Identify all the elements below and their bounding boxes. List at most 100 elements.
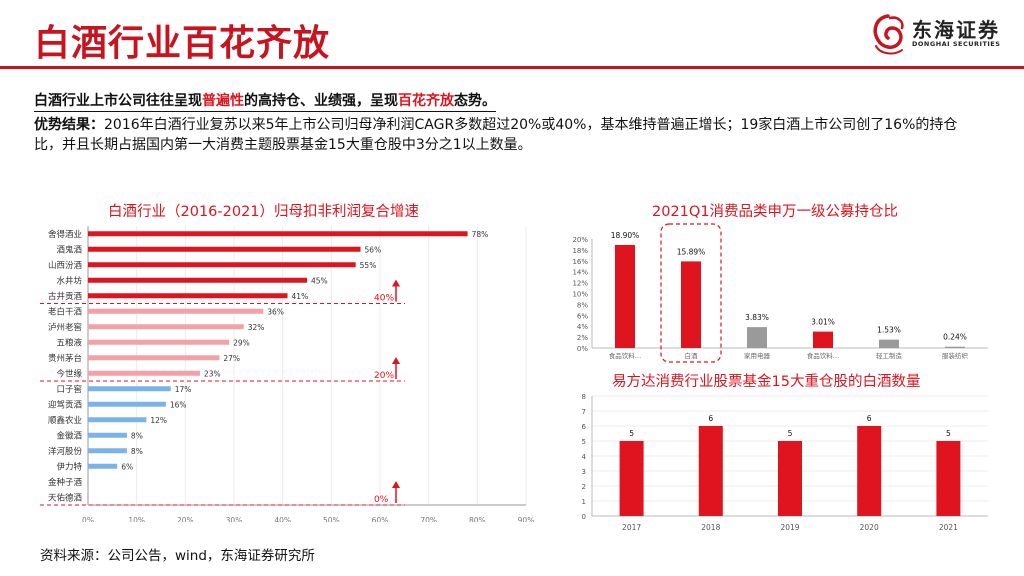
data-label: 1.53%	[877, 326, 901, 335]
y-tick-label: 14%	[572, 269, 588, 277]
bar	[879, 339, 899, 348]
y-tick-label: 18%	[572, 247, 588, 255]
x-tick-label: 20%	[177, 516, 194, 522]
category-label: 老白干酒	[48, 306, 83, 317]
category-label: 水井坊	[56, 275, 82, 286]
data-label: 6%	[121, 462, 133, 471]
bar	[619, 441, 644, 516]
data-label: 6	[867, 414, 872, 423]
y-tick-label: 2	[582, 483, 586, 491]
up-arrow-icon	[392, 481, 400, 488]
holding-ratio-bar-chart: 0% 2% 4% 6% 8% 10% 12% 14% 16% 18% 20% 18.90% 食品饮料… 1…	[572, 223, 988, 363]
up-arrow-icon	[392, 357, 400, 364]
y-tick-label: 6%	[577, 312, 588, 320]
data-label: 17%	[175, 385, 192, 394]
chart2-title: 2021Q1消费品类申万一级公募持仓比	[652, 204, 899, 220]
y-tick-label: 16%	[572, 258, 588, 266]
data-label: 12%	[150, 416, 167, 425]
data-label: 5	[946, 429, 951, 438]
category-label: 顺鑫农业	[48, 415, 82, 426]
up-arrow-icon	[392, 279, 400, 287]
bar	[698, 426, 723, 516]
y-tick-label: 0%	[577, 345, 588, 353]
bar	[936, 441, 961, 516]
data-label: 29%	[233, 338, 250, 347]
highlight-box	[660, 223, 722, 363]
bar	[88, 432, 127, 438]
bar	[88, 231, 468, 237]
bar	[88, 277, 307, 283]
y-tick-label: 10%	[572, 291, 588, 299]
data-label: 45%	[311, 276, 328, 285]
bar	[88, 355, 220, 361]
chart1-title: 白酒行业（2016-2021）归母扣非利润复合增速	[108, 204, 420, 220]
bar	[88, 417, 147, 423]
category-label: 金徽酒	[56, 430, 82, 441]
category-label: 家用电器	[744, 351, 771, 360]
data-label: 0.24%	[943, 333, 967, 342]
x-tick-label: 0%	[82, 516, 94, 522]
category-label: 2018	[701, 523, 720, 532]
bar	[857, 426, 882, 516]
y-tick-label: 5	[582, 438, 586, 446]
data-label: 8%	[131, 447, 143, 456]
x-tick-label: 70%	[420, 516, 437, 522]
bar	[615, 244, 635, 348]
y-tick-label: 8%	[577, 301, 588, 309]
data-label: 15.89%	[677, 247, 706, 256]
y-tick-label: 4	[582, 453, 587, 461]
data-label: 55%	[360, 261, 377, 270]
lead-part-3: 态势。	[454, 93, 496, 109]
bar	[88, 370, 200, 376]
category-label: 五粮液	[56, 337, 82, 348]
data-label: 36%	[267, 307, 284, 316]
chart3-title: 易方达消费行业股票基金15大重仓股的白酒数量	[612, 374, 921, 390]
category-label: 今世缘	[56, 368, 82, 379]
data-label: 78%	[472, 230, 489, 239]
data-label: 23%	[204, 369, 221, 378]
data-label: 5	[629, 429, 634, 438]
category-label: 伊力特	[56, 461, 82, 472]
threshold-label: 0%	[374, 495, 389, 505]
data-label: 16%	[170, 400, 187, 409]
category-label: 轻工制造	[876, 351, 903, 360]
bar	[88, 246, 361, 252]
bar	[88, 386, 171, 392]
category-label: 迎驾贡酒	[48, 399, 83, 410]
data-label: 41%	[292, 292, 309, 301]
y-tick-label: 20%	[572, 236, 588, 244]
lead-part-1: 白酒行业上市公司往往呈现	[34, 93, 202, 109]
lead-highlight-1: 普遍性	[202, 93, 244, 109]
y-tick-label: 8	[582, 393, 586, 401]
growth-rate-bar-chart: 0% 10% 20% 30% 40% 50% 60% 70% 80% 90% 舍得酒业 78% 酒鬼酒 5…	[40, 226, 534, 522]
source-note: 资料来源：公司公告，wind，东海证券研究所	[40, 548, 315, 564]
y-tick-label: 4%	[577, 323, 588, 331]
data-label: 6	[708, 414, 713, 423]
category-label: 古井贡酒	[48, 291, 83, 302]
y-tick-label: 6	[582, 423, 587, 431]
lead-part-2: 的高持仓、业绩强，呈现	[244, 93, 398, 109]
category-label: 2017	[622, 523, 641, 532]
category-label: 泸州老窖	[48, 322, 82, 333]
data-label: 3.83%	[745, 313, 769, 322]
y-tick-label: 2%	[577, 334, 588, 342]
data-label: 32%	[248, 323, 265, 332]
brand-name-en: DONGHAI SECURITIES	[912, 40, 1001, 48]
bar	[747, 327, 767, 348]
data-label: 56%	[365, 245, 382, 254]
x-tick-label: 10%	[128, 516, 145, 522]
category-label: 金种子酒	[48, 477, 83, 488]
bar	[778, 441, 802, 516]
summary-label: 优势结果：	[34, 117, 104, 133]
bar	[945, 346, 965, 348]
bar	[681, 261, 701, 348]
bar	[88, 293, 288, 299]
data-label: 8%	[131, 431, 143, 440]
x-tick-label: 30%	[226, 516, 243, 522]
bar	[88, 448, 127, 454]
top15-liquor-count-chart: 0 1 2 3 4 5 6 7 8 5 2017 6 2018 5 2019 6 2020 5 2021	[582, 393, 988, 532]
category-label: 白酒	[685, 351, 699, 360]
threshold-label: 40%	[374, 294, 394, 304]
bar	[88, 262, 356, 268]
category-label: 贵州茅台	[48, 353, 82, 364]
